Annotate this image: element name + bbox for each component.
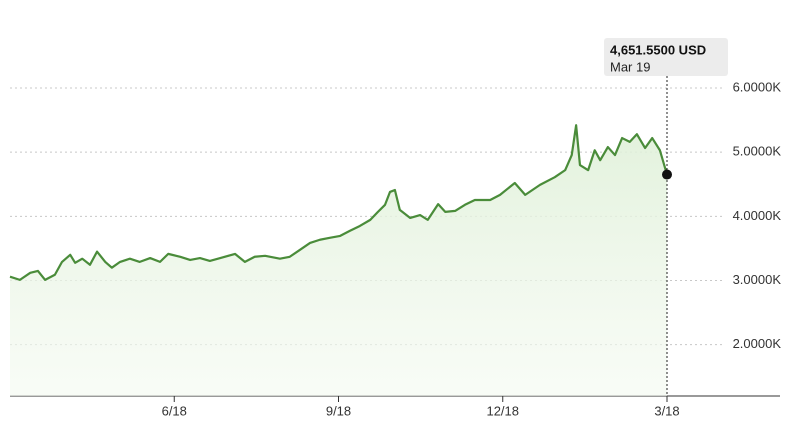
price-line — [9, 124, 669, 281]
y-tick-label: 2.0000K — [733, 336, 782, 351]
x-tick-label: 6/18 — [162, 403, 187, 418]
tooltip-value: 4,651.5500 USD — [610, 42, 706, 57]
y-tick-label: 5.0000K — [733, 144, 782, 159]
x-tick-label: 3/18 — [654, 403, 679, 418]
x-tick-label: 12/18 — [486, 403, 519, 418]
tooltip-box — [604, 38, 728, 76]
tooltip-date: Mar 19 — [610, 59, 650, 74]
area-fill — [10, 125, 667, 396]
y-tick-label: 4.0000K — [733, 208, 782, 223]
x-tick-label: 9/18 — [326, 403, 351, 418]
y-tick-label: 6.0000K — [733, 79, 782, 94]
hover-point — [662, 169, 672, 180]
y-tick-label: 3.0000K — [733, 272, 782, 287]
